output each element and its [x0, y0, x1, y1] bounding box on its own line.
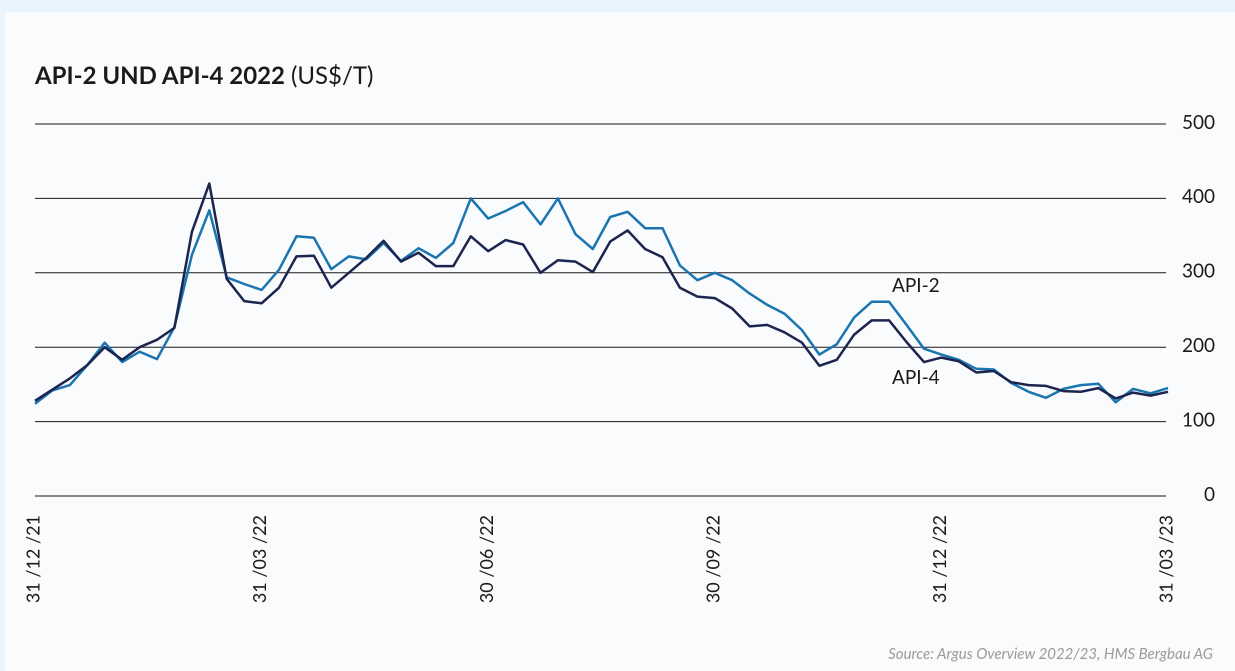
- x-tick-label: 31 /03 /23: [1155, 515, 1177, 603]
- x-tick-label: 30 /09 /22: [701, 515, 723, 603]
- series-label: API-2: [892, 274, 940, 297]
- series-label: API-4: [892, 366, 940, 389]
- panel: [5, 12, 1235, 671]
- chart-unit: (US$/T): [291, 61, 373, 90]
- y-tick-label: 500: [1182, 111, 1215, 134]
- y-tick-label: 400: [1182, 185, 1215, 208]
- x-tick-label: 30 /06 /22: [475, 515, 497, 603]
- y-tick-label: 200: [1182, 334, 1215, 357]
- line: [34, 182, 1169, 402]
- chart-title-group: API-2 UND API-4 2022 (US$/T): [34, 61, 373, 90]
- y-tick-label: 300: [1182, 260, 1215, 283]
- x-tick-label: 31 /12 /21: [22, 515, 44, 603]
- chart-title: API-2 UND API-4 2022: [34, 61, 285, 90]
- x-tick-label: 31 /12 /22: [928, 515, 950, 603]
- y-tick-label: 100: [1182, 408, 1215, 431]
- y-tick-label: 0: [1204, 483, 1215, 506]
- source: Source: Argus Overview 2022/23, HMS Berg…: [888, 645, 1213, 663]
- x-tick-label: 31 /03 /22: [248, 515, 270, 603]
